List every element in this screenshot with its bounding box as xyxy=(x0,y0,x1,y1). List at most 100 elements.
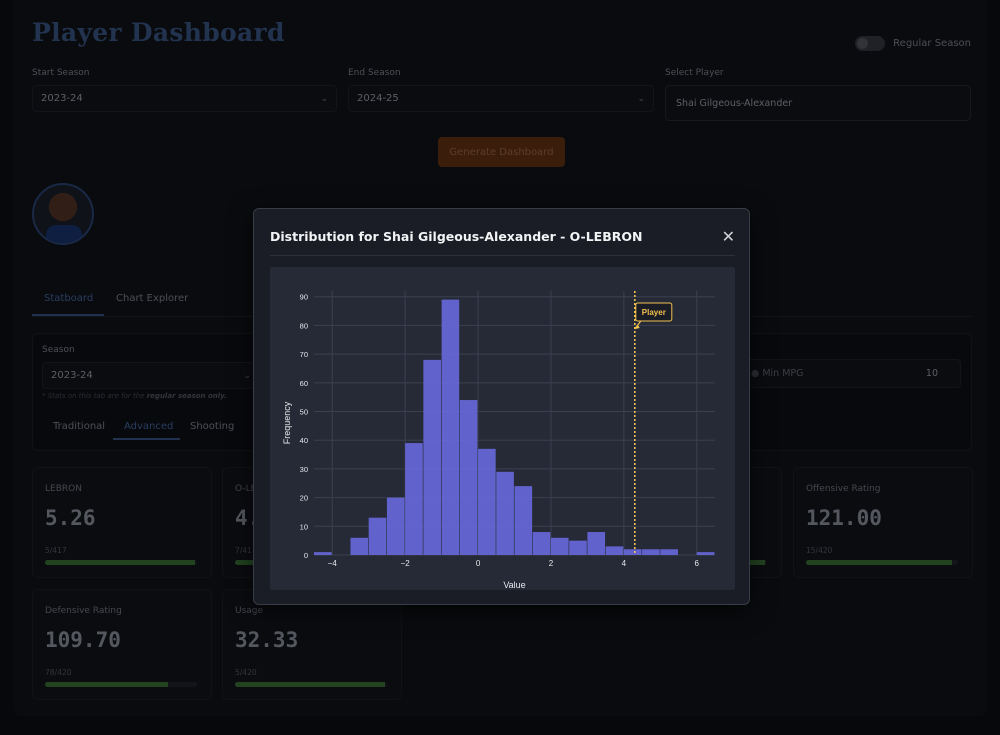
x-tick-label: 2 xyxy=(549,559,554,568)
stat-value: 109.70 xyxy=(45,628,121,652)
stat-value: 32.33 xyxy=(235,628,299,652)
histogram-bar xyxy=(623,549,642,555)
active-tab-indicator xyxy=(32,314,104,316)
chevron-down-icon: ⌄ xyxy=(243,370,251,381)
histogram-bar xyxy=(550,537,569,555)
toggle-knob xyxy=(857,38,869,49)
page-title: Player Dashboard xyxy=(32,18,285,47)
stat-card-usage: Usage 32.33 5/420 xyxy=(222,589,402,700)
histogram-bar xyxy=(405,443,423,555)
histogram-bar xyxy=(569,540,587,555)
y-tick-label: 10 xyxy=(300,522,308,531)
player-avatar xyxy=(32,183,94,245)
close-icon[interactable]: ✕ xyxy=(721,227,735,246)
stat-progress-fill xyxy=(45,682,169,687)
stat-value: 121.00 xyxy=(806,506,882,530)
min-mpg-label: ● Min MPG xyxy=(751,368,804,379)
subtab-shooting[interactable]: Shooting xyxy=(190,421,235,432)
histogram-bar xyxy=(386,497,405,555)
stat-card-lebron: LEBRON 5.26 5/417 xyxy=(32,467,212,578)
subtab-traditional[interactable]: Traditional xyxy=(53,421,106,432)
histogram-bar xyxy=(532,532,551,555)
histogram-bar xyxy=(423,359,441,555)
stat-label: Offensive Rating xyxy=(806,484,881,494)
histogram-bar xyxy=(441,299,460,555)
toggle-label: Regular Season xyxy=(893,38,971,49)
stat-label: Defensive Rating xyxy=(45,606,122,616)
stat-card-offensive-rating: Offensive Rating 121.00 15/420 xyxy=(793,467,973,578)
stat-label: Usage xyxy=(235,606,264,616)
chevron-down-icon: ⌄ xyxy=(320,93,328,104)
player-label: Select Player xyxy=(665,68,724,78)
stat-rank: 78/420 xyxy=(45,668,72,677)
end-season-value: 2024-25 xyxy=(357,93,399,104)
toggle-switch[interactable] xyxy=(855,36,886,51)
distribution-chart[interactable]: 0 10 20 30 40 50 60 70 80 90 −4 −2 0 2 4 6 Value Frequenc… xyxy=(270,267,735,590)
y-tick-label: 0 xyxy=(304,551,308,560)
stat-progress-bar xyxy=(45,682,197,687)
modal-title: Distribution for Shai Gilgeous-Alexander… xyxy=(270,229,643,244)
stat-rank: 5/420 xyxy=(235,668,257,677)
histogram-bar xyxy=(605,546,624,555)
stat-progress-bar xyxy=(45,560,197,565)
distribution-modal: Distribution for Shai Gilgeous-Alexander… xyxy=(253,208,750,605)
player-input[interactable]: Shai Gilgeous-Alexander xyxy=(665,85,971,121)
histogram-svg: 0 10 20 30 40 50 60 70 80 90 −4 −2 0 2 4 6 Value Frequenc… xyxy=(282,291,715,590)
active-subtab-indicator xyxy=(113,438,180,440)
histogram-bar xyxy=(350,537,369,555)
end-season-label: End Season xyxy=(348,68,401,78)
start-season-select[interactable]: 2023-24 ⌄ xyxy=(32,85,337,112)
y-tick-label: 50 xyxy=(300,408,308,417)
player-marker-arrowhead xyxy=(634,325,640,329)
x-tick-label: 4 xyxy=(622,559,627,568)
statboard-season-select[interactable]: 2023-24 ⌄ xyxy=(42,362,260,389)
stat-label: LEBRON xyxy=(45,484,82,494)
histogram-bar xyxy=(660,549,678,555)
player-value: Shai Gilgeous-Alexander xyxy=(676,97,793,109)
histogram-bar xyxy=(478,448,496,555)
y-axis-label: Frequency xyxy=(282,401,292,444)
stat-card-defensive-rating: Defensive Rating 109.70 78/420 xyxy=(32,589,212,700)
info-icon: ● xyxy=(751,368,760,379)
min-mpg-value: 10 xyxy=(925,368,938,379)
player-marker-box xyxy=(635,302,673,322)
x-tick-label: −2 xyxy=(401,559,411,568)
note-bold: regular season only. xyxy=(146,392,227,400)
y-tick-label: 40 xyxy=(300,436,308,445)
y-tick-label: 90 xyxy=(300,293,308,302)
stat-progress-bar xyxy=(235,682,387,687)
y-tick-label: 80 xyxy=(300,321,308,330)
y-tick-label: 70 xyxy=(300,350,308,359)
histogram-bar xyxy=(368,517,387,555)
y-tick-label: 20 xyxy=(300,494,308,503)
avatar-jersey xyxy=(46,225,82,243)
stat-rank: 15/420 xyxy=(806,546,833,555)
x-axis-label: Value xyxy=(503,580,525,590)
x-tick-label: 6 xyxy=(695,559,700,568)
season-type-toggle[interactable]: Regular Season xyxy=(855,36,971,51)
stat-progress-bar xyxy=(806,560,958,565)
histogram-bar xyxy=(314,552,332,555)
generate-dashboard-button[interactable]: Generate Dashboard xyxy=(438,137,565,167)
tab-chart-explorer[interactable]: Chart Explorer xyxy=(116,293,189,304)
player-marker-label: Player xyxy=(642,308,666,317)
min-mpg-label-text: Min MPG xyxy=(762,368,804,379)
subtab-advanced[interactable]: Advanced xyxy=(124,421,174,432)
tab-statboard[interactable]: Statboard xyxy=(44,293,94,304)
stat-rank: 5/417 xyxy=(45,546,67,555)
start-season-label: Start Season xyxy=(32,68,90,78)
season-label: Season xyxy=(42,345,75,355)
statboard-season-value: 2023-24 xyxy=(51,370,93,381)
start-season-value: 2023-24 xyxy=(41,93,83,104)
histogram-bar xyxy=(514,486,533,555)
stat-progress-fill xyxy=(45,560,196,565)
histogram-bar xyxy=(496,471,514,555)
stat-progress-fill xyxy=(235,682,386,687)
end-season-select[interactable]: 2024-25 ⌄ xyxy=(348,85,654,112)
histogram-bar xyxy=(642,549,660,555)
x-tick-label: −4 xyxy=(328,559,338,568)
y-tick-label: 60 xyxy=(300,379,308,388)
note-text: * Stats on this tab are for the xyxy=(42,392,147,400)
regular-season-note: * Stats on this tab are for the regular … xyxy=(42,392,227,400)
chevron-down-icon: ⌄ xyxy=(637,93,645,104)
